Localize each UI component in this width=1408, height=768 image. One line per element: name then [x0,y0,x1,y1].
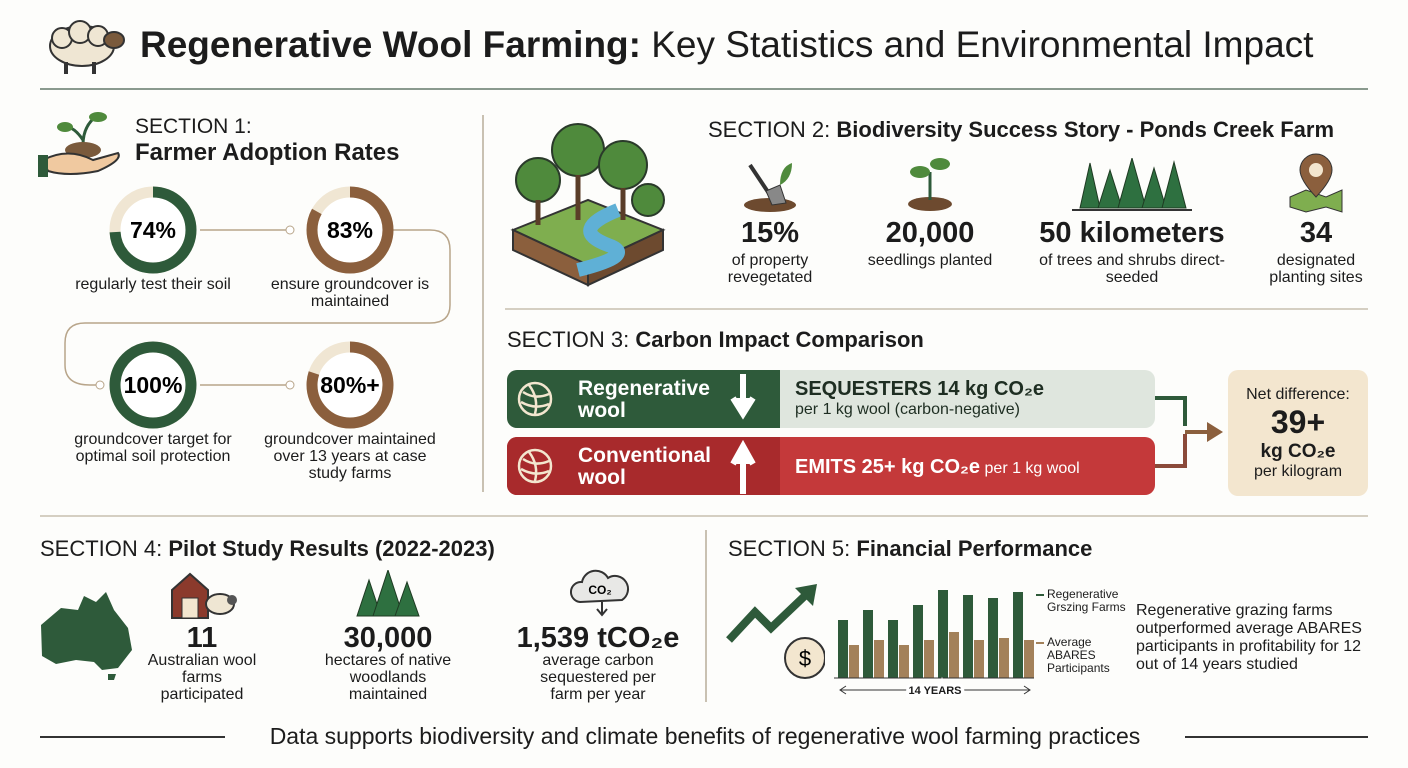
ring-arc [306,341,394,429]
section-label: SECTION 3: [507,327,630,352]
ring-caption: groundcover target for optimal soil prot… [74,431,232,465]
ring-label: 100% [124,372,183,398]
bar [913,605,923,678]
bar [899,645,909,678]
stat-value: 50 kilometers [1039,217,1225,249]
ring-arc [109,341,197,429]
icon-label: CO₂ [588,583,611,597]
bar [849,645,859,678]
ring-arc [306,186,394,274]
legend-label: Regenerative Grszing Farms [1047,587,1126,614]
stat-caption: of trees and shrubs direct-seeded [1039,252,1225,286]
rings: 74% 83% 100% 80%+ [109,186,394,429]
stat-caption: seedlings planted [867,252,993,269]
stat-value: 20,000 [885,217,975,249]
row-headline: EMITS 25+ kg CO₂e [795,456,981,478]
section-title: Financial Performance [856,536,1093,561]
section-label: SECTION 4: [40,536,163,561]
bar [999,638,1009,678]
bar [938,590,948,678]
stat-value: 11 [186,622,218,654]
woodland-icon [356,570,420,617]
stat-caption: designated planting sites [1269,252,1363,286]
ring-caption: regularly test their soil [75,276,231,293]
section-title: Farmer Adoption Rates [135,139,400,166]
section-label: SECTION 1: [135,115,252,138]
bar [924,640,934,678]
footer: Data supports biodiversity and climate b… [269,723,1141,749]
section-heading: SECTION 4: Pilot Study Results (2022-202… [40,536,495,562]
ring-arc [109,186,197,274]
bar [838,620,848,678]
stat-value: 30,000 [343,622,433,654]
shovel-icon [744,163,796,212]
section-label: SECTION 5: [728,536,851,561]
stat-caption: average carbon sequestered per farm per … [540,652,656,703]
ring-connectors [64,225,451,390]
stat-caption: of property revegetated [727,252,813,286]
net-per: per kilogram [1253,463,1343,480]
section-title: Biodiversity Success Story - Ponds Creek… [836,117,1335,142]
x-label: 14 YEARS [909,685,962,697]
ring-caption: ensure groundcover is maintained [270,276,430,310]
row-icons [517,374,756,494]
bar [974,640,984,678]
section-heading: SECTION 2: Biodiversity Success Story - … [708,117,1334,143]
page-title: Regenerative Wool Farming: Key Statistic… [140,24,1313,66]
row-text: EMITS 25+ kg CO₂e per 1 kg wool [795,456,1080,479]
bar [874,640,884,678]
title-bold: Regenerative Wool Farming: [140,24,641,65]
financial-text: Regenerative grazing farms outperformed … [1136,602,1362,673]
row-headline: SEQUESTERS 14 kg CO₂e [795,378,1044,400]
stat-caption: hectares of native woodlands maintained [324,652,452,703]
icon-label: $ [799,646,811,671]
ring-caption: groundcover maintained over 13 years at … [264,431,436,482]
ring-label: 80%+ [320,372,379,398]
section-title: Pilot Study Results (2022-2023) [168,536,495,561]
section-title: Carbon Impact Comparison [635,327,924,352]
stat-value: 15% [740,217,800,249]
conventional-label-box [507,437,780,495]
ring-label: 83% [327,217,373,243]
net-unit: kg CO₂e [1260,441,1336,462]
row-detail: per 1 kg wool (carbon-negative) [795,401,1021,418]
trend-icon: $ [726,584,825,679]
forest-icon [510,123,666,287]
bracket-arrow [1155,396,1223,468]
tree-row-icon [1072,158,1192,211]
bar [949,632,959,678]
section-label: SECTION 2: [708,117,831,142]
co2-cloud-icon: CO₂ [570,569,629,617]
net-box: Net difference: 39+ kg CO₂e per kilogram [1228,370,1368,496]
stat-value: 1,539 tCO₂e [516,622,680,654]
ring-label: 74% [130,217,176,243]
barn-sheep-icon [171,572,237,619]
row-name: Conventional wool [578,444,712,489]
x-arrow [839,685,1031,695]
bar [1024,640,1034,678]
bar [988,598,998,678]
net-label: Net difference: [1246,386,1350,403]
bar [863,610,873,678]
row-detail: per 1 kg wool [984,460,1080,477]
row-text: SEQUESTERS 14 kg CO₂e per 1 kg wool (carb… [795,378,1044,419]
sheep-icon [49,20,125,74]
bar [1013,592,1023,678]
seedling-icon [908,158,952,211]
bar [888,620,898,678]
row-name: Regenerative wool [578,377,710,422]
section-heading: SECTION 5: Financial Performance [728,536,1092,562]
bar [963,595,973,678]
australia-map [41,592,132,680]
section-heading: SECTION 3: Carbon Impact Comparison [507,327,924,353]
stat-caption: Australian wool farms participated [147,652,257,703]
title-rest: Key Statistics and Environmental Impact [651,24,1314,65]
map-pin-icon [1289,153,1343,213]
net-value: 39+ [1270,404,1326,440]
stat-value: 34 [1299,217,1333,249]
financial-chart: 14 YEARS [834,590,1044,700]
legend-label: Average ABARES Participants [1047,635,1110,675]
plant-hand-icon [38,112,120,177]
